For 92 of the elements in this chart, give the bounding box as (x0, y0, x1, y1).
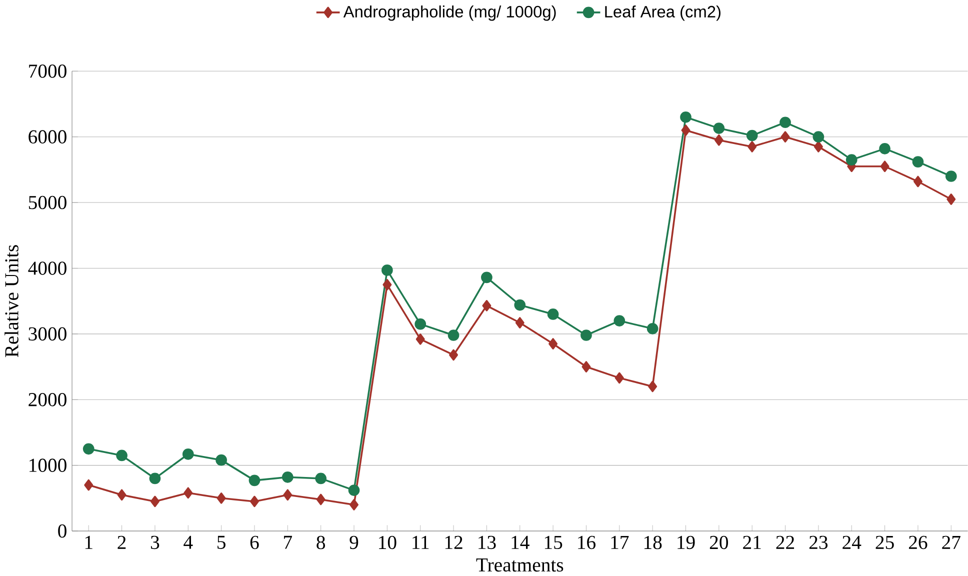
point (116, 450, 128, 462)
point (250, 496, 259, 508)
point (880, 160, 890, 172)
y-tick-label: 2000 (28, 392, 66, 406)
x-tick-label: 15 (544, 536, 562, 549)
point (580, 329, 592, 341)
point (812, 131, 824, 142)
point (879, 142, 890, 154)
point (84, 479, 94, 491)
point (448, 329, 460, 341)
point (514, 299, 526, 311)
point (382, 264, 393, 276)
x-tick-label: 16 (578, 536, 596, 550)
point (746, 130, 758, 142)
point (946, 193, 956, 205)
point (182, 448, 194, 460)
point (913, 176, 922, 188)
point (780, 131, 790, 142)
point (614, 372, 624, 384)
point (515, 317, 524, 328)
point (382, 278, 392, 290)
legend-label: Leaf Area (cm2) (605, 5, 720, 21)
y-tick-label: 5000 (28, 196, 66, 210)
x-tick-label: 26 (908, 536, 928, 550)
point (117, 489, 126, 500)
point (945, 170, 957, 182)
point (282, 471, 294, 483)
point (184, 487, 193, 499)
x-tick-label: 27 (942, 536, 960, 549)
x-tick-label: 4 (184, 536, 193, 549)
point (316, 494, 326, 506)
point (814, 140, 823, 152)
point (416, 333, 425, 345)
x-tick-label: 18 (644, 536, 662, 550)
x-tick-label: 7 (284, 536, 292, 549)
y-tick-label: 0 (58, 524, 66, 538)
x-tick-label: 10 (379, 536, 396, 550)
point (350, 498, 358, 510)
point (482, 300, 492, 312)
point (216, 454, 227, 466)
x-tick-label: 20 (710, 536, 728, 550)
x-tick-label: 22 (776, 536, 794, 549)
point (449, 349, 458, 361)
x-tick-label: 11 (412, 536, 429, 549)
point (680, 111, 692, 123)
point (614, 315, 626, 326)
point (216, 492, 226, 504)
point (646, 322, 658, 334)
y-tick-label: 1000 (30, 458, 66, 472)
point (414, 318, 426, 330)
point (547, 308, 559, 320)
point (548, 338, 558, 350)
x-tick-label: 8 (316, 536, 326, 550)
y-tick-label: 3000 (28, 327, 66, 340)
x-tick-label: 6 (250, 536, 259, 550)
y-tick-label: 6000 (28, 130, 66, 144)
x-tick-label: 14 (512, 536, 530, 549)
x-tick-label: 12 (445, 536, 462, 549)
y-tick-label: 7000 (29, 64, 66, 78)
point (315, 472, 327, 484)
x-tick-label: 9 (350, 536, 358, 550)
x-tick-label: 23 (809, 536, 828, 550)
point (149, 472, 161, 484)
x-tick-label: 5 (218, 536, 226, 549)
x-tick-label: 24 (842, 536, 862, 549)
point (481, 272, 492, 284)
x-tick-label: 13 (478, 536, 496, 550)
point (348, 484, 360, 496)
point (912, 156, 924, 168)
x-tick-label: 25 (876, 536, 894, 550)
point (248, 474, 260, 486)
legend-label: Andrographolide (mg/ 1000g) (343, 5, 556, 21)
x-tick-label: 19 (678, 536, 695, 550)
point (82, 443, 94, 454)
point (150, 496, 160, 508)
y-tick-label: 4000 (28, 262, 66, 275)
x-tick-label: 2 (118, 536, 126, 549)
point (582, 361, 591, 372)
x-tick-label: 17 (611, 536, 629, 549)
x-tick-label: 1 (85, 536, 92, 549)
point (714, 134, 724, 146)
point (780, 116, 791, 128)
x-tick-label: 3 (150, 536, 160, 550)
x-tick-label: 21 (743, 536, 761, 549)
point (846, 154, 858, 166)
y-axis-title: Relative Units (4, 245, 18, 358)
point (681, 124, 690, 136)
point (283, 489, 292, 500)
point (748, 140, 757, 152)
point (648, 380, 658, 392)
x-axis-title: Treatments (476, 558, 564, 572)
point (713, 122, 725, 134)
